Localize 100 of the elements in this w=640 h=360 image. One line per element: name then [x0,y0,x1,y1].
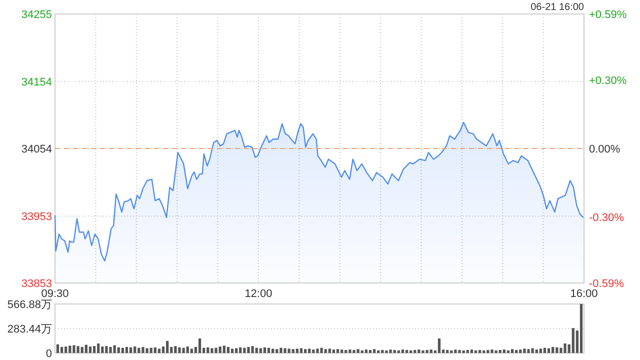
bar [218,346,222,353]
bar [535,350,538,353]
y-tick-label: 34154 [21,76,52,89]
bar [552,346,554,353]
bar [142,346,144,353]
bar [523,348,526,353]
bar [336,349,340,353]
bar [206,347,210,353]
bar [97,343,100,353]
bar [360,350,364,353]
bar [174,346,177,353]
bar [280,348,282,353]
bar [393,350,396,353]
bar [560,348,562,353]
bar [572,328,574,353]
bar [490,350,494,353]
bar [543,348,546,353]
bar [458,350,461,353]
y-tick-label: 34255 [21,9,52,21]
bar [226,346,230,353]
bar [190,348,193,353]
bar [284,348,286,353]
bar [519,350,522,353]
bar [125,346,128,353]
bar [478,350,482,353]
y-tick-label: 33953 [21,211,52,224]
bar [84,344,88,353]
bar [239,347,242,353]
bar [243,348,246,353]
bar [186,346,189,353]
y2-tick-label: +0.59% [589,9,627,21]
bar [515,350,518,353]
bar [352,350,356,353]
bar [88,346,92,353]
bar [332,350,336,353]
bar [364,350,368,353]
bar [401,350,404,353]
bar [381,350,384,353]
bar [348,350,352,353]
x-tick-label: 09:30 [41,288,69,300]
y-tick-label: 283.44万 [7,324,52,336]
bar [113,345,116,353]
bar [178,347,181,353]
bar [68,346,72,353]
bar [438,338,441,353]
bar [263,347,266,353]
bar [580,304,583,353]
bar [510,349,514,353]
bar [539,348,542,353]
bar [255,348,258,353]
bar [198,338,202,353]
bar [356,349,360,353]
bar [372,349,376,353]
bar [222,346,226,353]
bar [292,349,294,353]
bar [531,348,534,353]
bar [296,348,298,353]
bar [230,348,234,353]
bar [276,349,278,353]
bar [316,348,319,353]
bar [129,347,132,353]
bar [494,350,498,353]
bar [462,350,465,353]
bar [389,350,392,353]
bar [466,350,469,353]
bar [397,350,400,353]
bar [272,348,274,353]
bar [454,350,457,353]
text: 06-21 16:00 [530,2,584,13]
bar [450,350,453,353]
y-tick-label: 566.88万 [7,299,52,311]
bar [312,350,315,353]
bar [234,348,238,353]
bar [138,348,140,353]
bar [154,347,156,353]
bar [150,348,152,353]
y-tick-label: 0 [46,348,52,360]
bar [251,346,254,353]
bar [344,350,348,353]
y2-tick-label: +0.30% [589,75,627,88]
bar [414,350,416,353]
bar [498,350,502,353]
bar [166,340,169,353]
y-tick-label: 33853 [21,278,52,290]
bar [486,350,490,353]
bar [409,350,412,353]
x-tick-label: 12:00 [244,288,272,300]
bar [158,348,161,353]
bar [72,345,76,353]
bar [101,346,104,353]
bar [470,350,474,353]
bar [502,350,506,353]
y2-tick-label: 0.00% [589,144,620,156]
bar [556,347,558,353]
bar [60,346,64,353]
bar [308,348,311,353]
bar [430,350,432,353]
bar [385,350,388,353]
bar [340,350,344,353]
bar [320,348,323,353]
